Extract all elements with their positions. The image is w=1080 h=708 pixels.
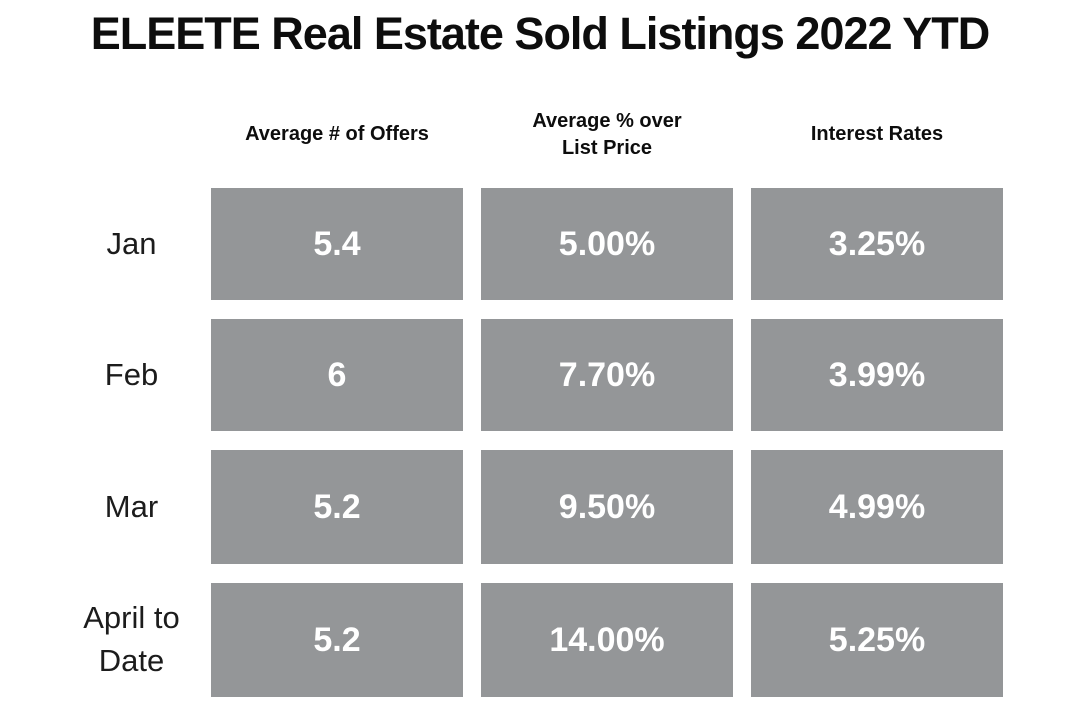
row-label-mar: Mar: [104, 488, 159, 524]
header-spacer: [60, 100, 193, 169]
table-cell-feb-offers: 6: [211, 319, 463, 431]
column-header-label: Average % over List Price: [532, 109, 682, 159]
table-cell-april-interest-rate: 5.25%: [751, 583, 1003, 697]
table-cell-mar-percent-over-list: 9.50%: [481, 450, 733, 564]
row-label-april-to-date: April to Date: [83, 600, 180, 678]
table-cell-april-percent-over-list: 14.00%: [481, 583, 733, 697]
table-cell-april-offers: 5.2: [211, 583, 463, 697]
table-cell-jan-interest-rate: 3.25%: [751, 188, 1003, 300]
table-cell-mar-offers: 5.2: [211, 450, 463, 564]
page-title: ELEETE Real Estate Sold Listings 2022 YT…: [90, 8, 990, 59]
table-cell-jan-offers: 5.4: [211, 188, 463, 300]
table-cell-feb-interest-rate: 3.99%: [751, 319, 1003, 431]
column-header-percent-over-list: Average % over List Price: [481, 100, 733, 169]
data-table: Average # of Offers Average % over List …: [60, 100, 1003, 697]
row-label-feb: Feb: [104, 356, 159, 392]
row-label-jan: Jan: [106, 225, 157, 261]
table-cell-feb-percent-over-list: 7.70%: [481, 319, 733, 431]
table-cell-jan-percent-over-list: 5.00%: [481, 188, 733, 300]
column-header-label: Interest Rates: [810, 123, 944, 145]
column-header-average-offers: Average # of Offers: [211, 100, 463, 169]
column-header-interest-rates: Interest Rates: [751, 100, 1003, 169]
table-cell-mar-interest-rate: 4.99%: [751, 450, 1003, 564]
column-header-label: Average # of Offers: [245, 123, 429, 145]
